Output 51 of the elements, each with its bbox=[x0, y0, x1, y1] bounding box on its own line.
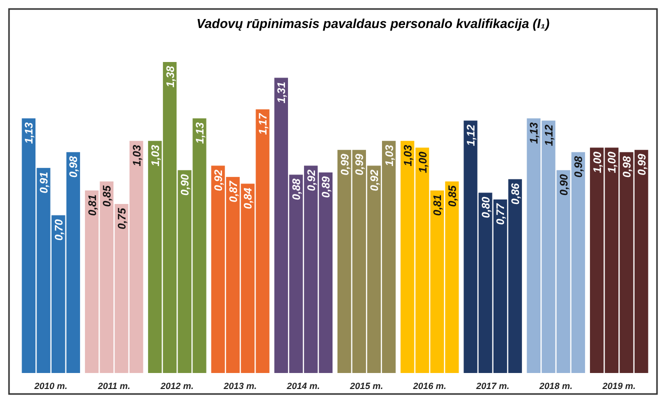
data-label: 0,88 bbox=[291, 178, 304, 200]
data-label: 1,17 bbox=[258, 112, 270, 135]
data-label: 0,70 bbox=[53, 218, 66, 241]
data-label: 0,80 bbox=[480, 196, 492, 218]
data-label: 0,99 bbox=[354, 153, 366, 176]
data-label: 0,86 bbox=[510, 182, 522, 205]
data-label: 0,91 bbox=[38, 172, 51, 194]
data-label: 0,99 bbox=[339, 153, 352, 176]
data-label: 0,90 bbox=[558, 173, 570, 196]
chart-title: Vadovų rūpinimasis pavaldaus personalo kvalifikacija (I₁) bbox=[196, 16, 550, 31]
x-tick-label: 2016 m. bbox=[412, 381, 446, 391]
data-label: 0,98 bbox=[573, 155, 586, 178]
data-label: 1,12 bbox=[544, 124, 556, 146]
x-tick-label: 2019 m. bbox=[602, 381, 636, 391]
x-tick-label: 2013 m. bbox=[222, 381, 257, 391]
data-label: 0,90 bbox=[180, 173, 192, 196]
data-label: 1,38 bbox=[164, 65, 177, 88]
data-label: 1,13 bbox=[194, 122, 206, 144]
x-tick-label: 2015 m. bbox=[349, 381, 384, 391]
data-label: 0,85 bbox=[102, 184, 114, 207]
data-label: 0,81 bbox=[86, 194, 99, 216]
data-label: 0,84 bbox=[242, 188, 255, 210]
data-label: 0,89 bbox=[320, 176, 333, 198]
data-label: 0,98 bbox=[621, 155, 634, 178]
data-label: 1,13 bbox=[24, 122, 36, 144]
data-label: 1,13 bbox=[528, 122, 541, 144]
data-label: 1,00 bbox=[606, 150, 619, 174]
data-label: 1,03 bbox=[384, 144, 396, 166]
data-label: 0,75 bbox=[116, 207, 128, 230]
data-label: 1,00 bbox=[417, 150, 430, 174]
x-tick-label: 2014 m. bbox=[286, 381, 320, 391]
data-label: 0,92 bbox=[213, 170, 226, 192]
data-label: 1,00 bbox=[592, 150, 604, 174]
x-tick-label: 2018 m. bbox=[538, 381, 572, 391]
x-tick-label: 2011 m. bbox=[96, 381, 130, 391]
data-label: 0,92 bbox=[368, 170, 381, 192]
data-label: 1,03 bbox=[150, 144, 162, 166]
data-label: 0,77 bbox=[495, 202, 508, 225]
data-label: 1,03 bbox=[131, 144, 144, 166]
data-label: 1,12 bbox=[466, 124, 478, 146]
x-tick-label: 2010 m. bbox=[33, 381, 68, 391]
data-label: 0,87 bbox=[228, 180, 240, 202]
data-label: 1,31 bbox=[276, 82, 288, 104]
x-tick-label: 2017 m. bbox=[475, 381, 510, 391]
data-label: 1,03 bbox=[402, 144, 414, 166]
data-label: 0,98 bbox=[68, 155, 80, 178]
data-label: 0,85 bbox=[446, 184, 459, 207]
x-tick-label: 2012 m. bbox=[160, 381, 194, 391]
data-label: 0,92 bbox=[306, 170, 318, 192]
data-label: 0,81 bbox=[432, 194, 444, 216]
data-label: 0,99 bbox=[636, 153, 648, 176]
